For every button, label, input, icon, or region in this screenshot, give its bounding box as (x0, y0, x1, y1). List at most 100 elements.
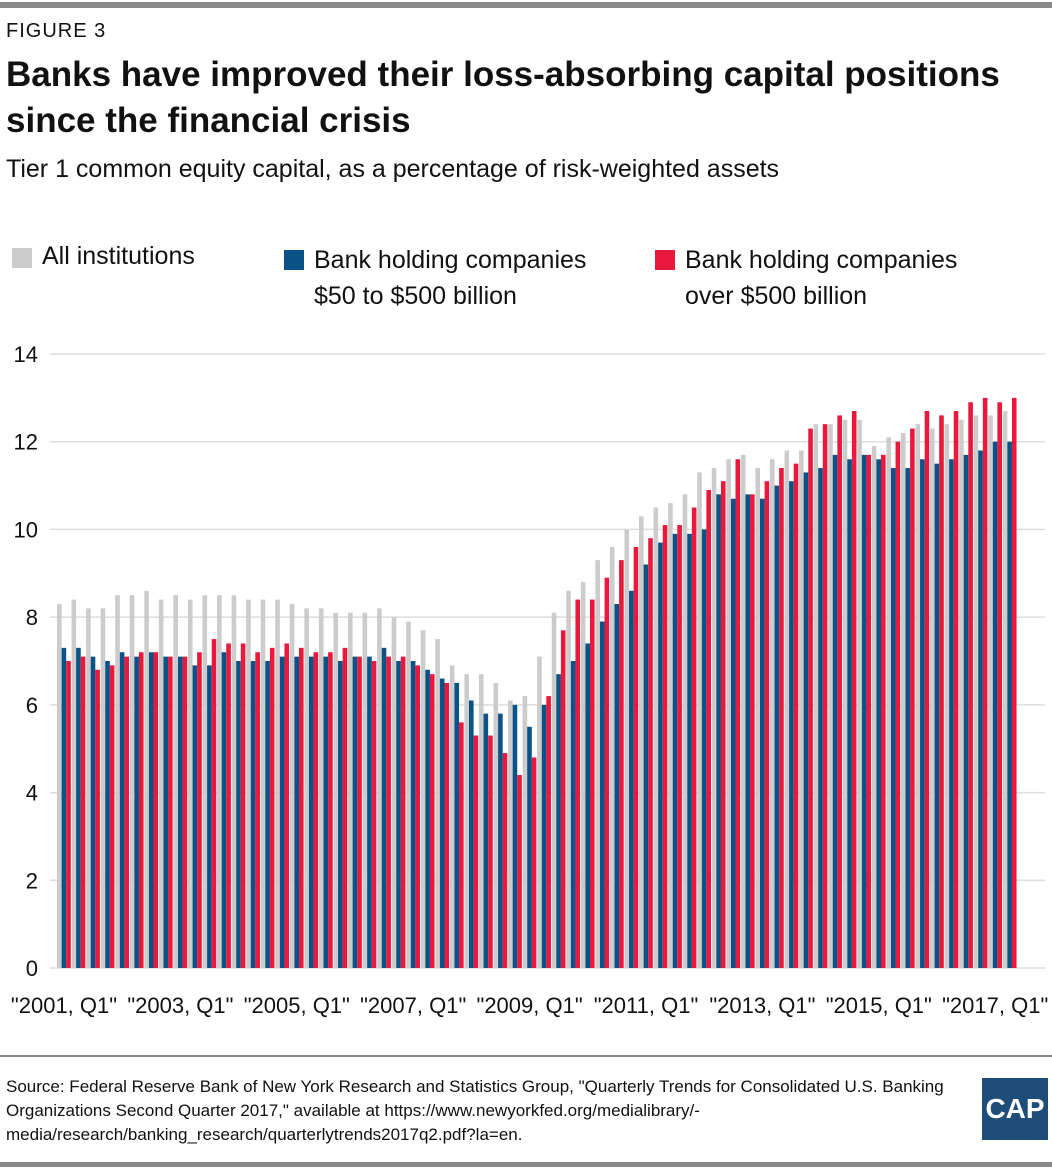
bar-mid (1007, 441, 1012, 968)
bar-all (420, 630, 426, 968)
bar-all (275, 599, 280, 968)
bar-all (842, 419, 848, 968)
bar-mid (803, 472, 809, 968)
legend-label-large-1: Bank holding companies (685, 246, 958, 274)
bar-all (580, 582, 586, 968)
bar-large (619, 560, 624, 968)
bar-mid (279, 656, 285, 968)
bar-mid (890, 468, 896, 968)
bar-all (769, 459, 775, 968)
bar-mid (178, 656, 183, 968)
bar-all (187, 599, 193, 968)
bar-mid (76, 647, 81, 968)
bar-mid (672, 533, 678, 968)
bar-large (328, 652, 333, 968)
bar-mid (323, 656, 329, 968)
bar-mid (643, 564, 649, 968)
bar-mid (381, 647, 387, 968)
x-tick-label: "2001, Q1" (11, 993, 117, 1018)
bar-mid (745, 494, 751, 968)
bar-large (269, 647, 275, 968)
bar-all (551, 612, 557, 968)
y-tick-label: 8 (26, 605, 38, 630)
bar-large (1011, 397, 1017, 968)
bar-all (449, 665, 455, 968)
bar-all (217, 595, 222, 968)
figure-label: FIGURE 3 (6, 20, 107, 42)
bar-large (968, 402, 973, 968)
bar-mid (250, 661, 256, 968)
bar-mid (949, 459, 954, 968)
bar-large (648, 538, 653, 968)
legend-swatch-large (655, 250, 675, 270)
bar-all (144, 590, 149, 968)
bar-all (333, 612, 339, 968)
bar-all (71, 599, 77, 968)
bar-large (138, 652, 144, 968)
bar-large (473, 735, 479, 968)
bar-large (80, 656, 86, 968)
bar-large (575, 599, 581, 968)
bar-large (415, 665, 420, 968)
bar-large (924, 411, 930, 968)
y-tick-label: 10 (14, 517, 38, 542)
bar-all (57, 603, 62, 968)
bar-mid (119, 652, 125, 968)
bar-all (158, 599, 164, 968)
bar-mid (236, 661, 241, 968)
bar-all (639, 516, 644, 968)
bar-all (246, 599, 251, 968)
bar-large (808, 428, 813, 968)
legend-label-all: All institutions (42, 242, 195, 270)
bar-all (900, 432, 906, 968)
bar-mid (832, 454, 838, 968)
bar-all (493, 682, 499, 968)
bar-all (522, 696, 528, 968)
bar-large (662, 525, 668, 968)
bar-mid (658, 542, 663, 968)
bar-mid (367, 656, 372, 968)
bar-mid (483, 713, 489, 968)
bar-all (711, 468, 717, 968)
bar-large (764, 481, 770, 968)
bar-large (197, 652, 202, 968)
bar-mid (614, 603, 620, 968)
bar-mid (818, 468, 823, 968)
bar-mid (716, 494, 721, 968)
bar-mid (454, 682, 460, 968)
bar-mid (876, 459, 881, 968)
bar-mid (192, 665, 198, 968)
bar-large (444, 682, 450, 968)
bar-large (691, 507, 697, 968)
bar-mid (90, 656, 96, 968)
bar-large (488, 735, 493, 968)
bar-large (706, 489, 711, 968)
bar-chart: 0 2 4 6 8 10 12 14 "2001, Q1" "2003, Q1" "2005, Q1… (11, 342, 1048, 1018)
bar-all (391, 617, 397, 968)
x-tick-label: "2013, Q1" (709, 993, 815, 1018)
bar-large (459, 722, 464, 968)
bar-all (289, 603, 295, 968)
bar-large (502, 753, 508, 968)
y-tick-label: 12 (14, 430, 38, 455)
bar-mid (847, 459, 852, 968)
bar-large (604, 577, 610, 968)
bar-all (973, 415, 979, 968)
bar-large (517, 775, 522, 968)
bottom-rule (0, 1162, 1052, 1167)
bar-mid (294, 656, 299, 968)
bar-large (95, 669, 100, 968)
bar-large (66, 661, 71, 968)
bar-all (318, 608, 324, 968)
bar-large (211, 639, 217, 968)
bar-mid (512, 704, 518, 968)
chart-title: Banks have improved their loss-absorbing… (6, 55, 1000, 140)
bar-large (590, 599, 595, 968)
bar-all (886, 437, 891, 968)
bar-all (304, 608, 309, 968)
bar-mid (308, 656, 314, 968)
bar-mid (221, 652, 227, 968)
bar-all (930, 428, 935, 968)
x-tick-label: "2007, Q1" (360, 993, 466, 1018)
